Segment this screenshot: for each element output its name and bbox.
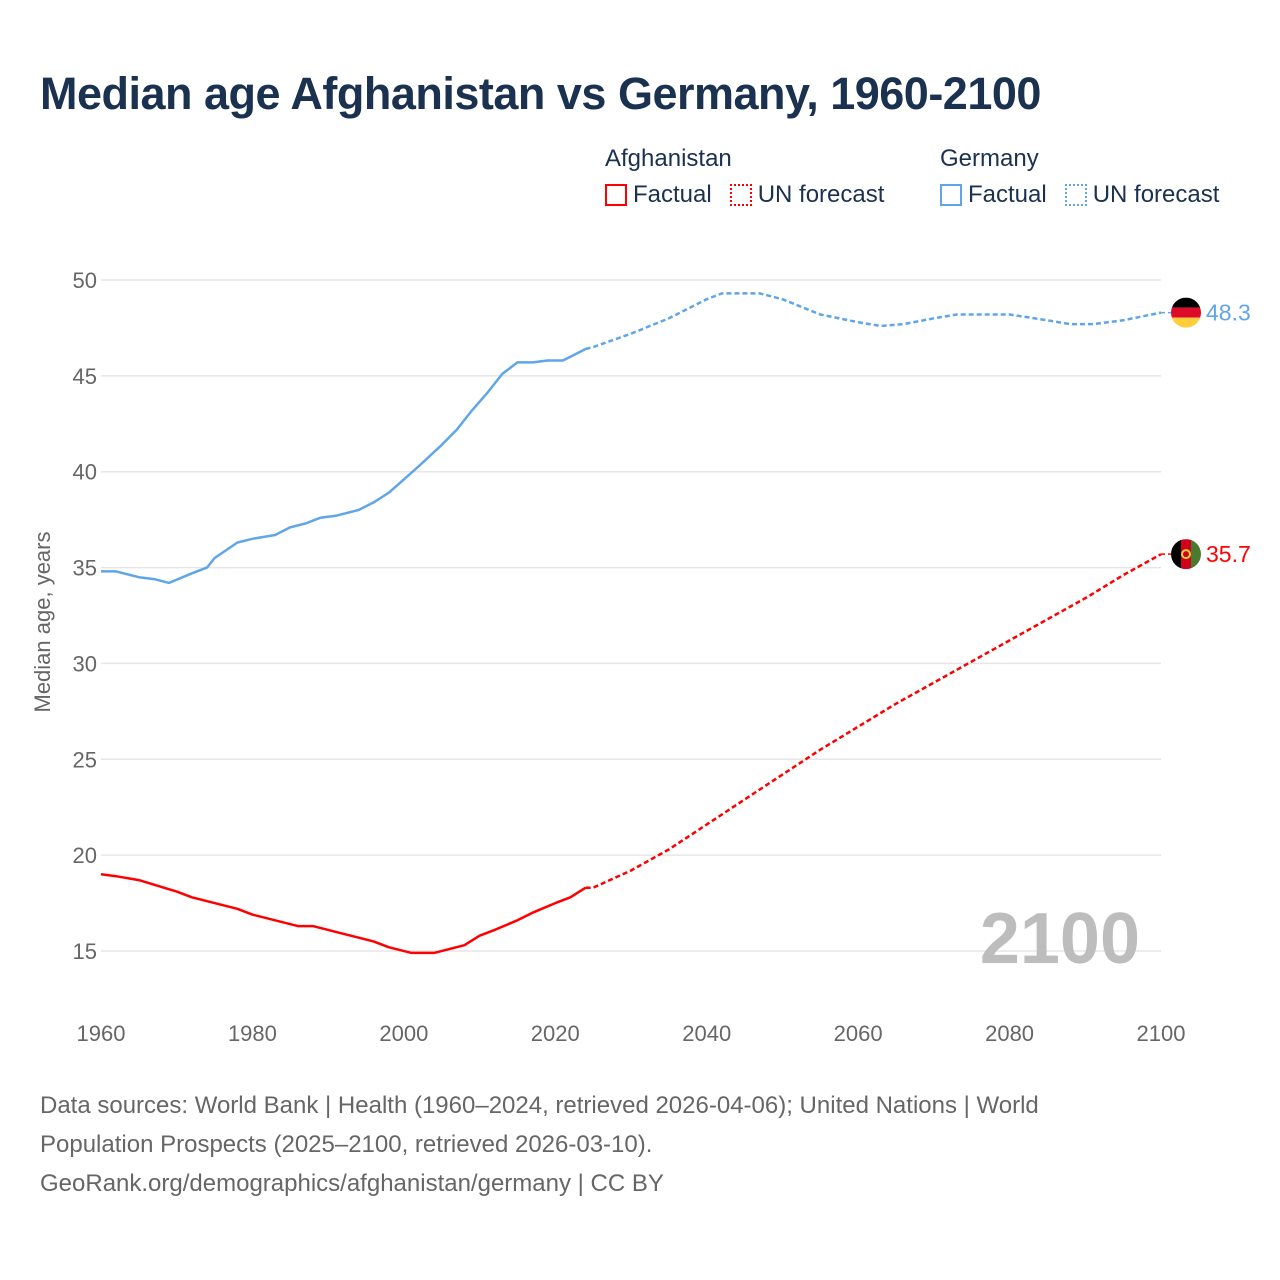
legend-swatch	[729, 184, 752, 206]
afghanistan-factual-line	[100, 873, 587, 955]
source-line-2: Population Prospects (2025–2100, retriev…	[40, 1131, 653, 1158]
legend-afghanistan: Afghanistan Factual UN forecast	[605, 145, 884, 209]
germany-flag-icon	[1171, 297, 1201, 328]
germany-forecast-line	[585, 292, 1162, 351]
source-line-1: Data sources: World Bank | Health (1960–…	[40, 1092, 1039, 1119]
germany-end-value: 48.3	[1206, 300, 1251, 326]
afghanistan-forecast-line	[585, 553, 1162, 889]
legend-swatch	[940, 184, 962, 206]
y-tick-label: 30	[73, 651, 97, 676]
legend-germany: Germany Factual UN forecast	[940, 145, 1219, 209]
legend-swatch	[605, 184, 627, 206]
source-link[interactable]: GeoRank.org/demographics/afghanistan/ger…	[40, 1170, 664, 1197]
x-tick-label: 2040	[682, 1021, 731, 1046]
legend-label: Factual	[633, 181, 712, 208]
x-tick-label: 1980	[228, 1021, 277, 1046]
y-tick-label: 45	[73, 364, 97, 389]
germany-factual-line	[101, 347, 587, 585]
afghanistan-end-value: 35.7	[1206, 541, 1251, 567]
chart-title: Median age Afghanistan vs Germany, 1960-…	[40, 68, 1041, 119]
legend-label: UN forecast	[1092, 181, 1220, 208]
legend-group-label: Germany	[940, 145, 1039, 172]
legend-afghanistan-factual[interactable]: Factual	[605, 181, 712, 209]
legend-swatch	[1064, 184, 1087, 206]
y-tick-label: 25	[73, 747, 97, 772]
year-watermark: 2100	[980, 899, 1140, 979]
x-tick-label: 2060	[834, 1021, 883, 1046]
afghanistan-flag-icon	[1171, 539, 1201, 570]
x-tick-label: 2000	[379, 1021, 428, 1046]
legend-afghanistan-forecast[interactable]: UN forecast	[729, 181, 885, 209]
legend-label: UN forecast	[757, 181, 885, 208]
y-tick-label: 50	[73, 268, 97, 293]
x-tick-label: 1960	[77, 1021, 126, 1046]
x-tick-label: 2020	[531, 1021, 580, 1046]
y-tick-label: 35	[73, 556, 97, 581]
footer: Data sources: World Bank | Health (1960–…	[40, 1086, 1240, 1203]
legend-group-label: Afghanistan	[605, 145, 732, 172]
x-tick-label: 2100	[1137, 1021, 1186, 1046]
legend-germany-forecast[interactable]: UN forecast	[1064, 181, 1220, 209]
y-tick-label: 40	[73, 460, 97, 485]
x-tick-label: 2080	[985, 1021, 1034, 1046]
legend-germany-factual[interactable]: Factual	[940, 181, 1047, 209]
y-axis-label: Median age, years	[30, 532, 55, 713]
y-tick-label: 15	[73, 939, 97, 964]
y-tick-label: 20	[73, 843, 97, 868]
legend-label: Factual	[968, 181, 1047, 208]
